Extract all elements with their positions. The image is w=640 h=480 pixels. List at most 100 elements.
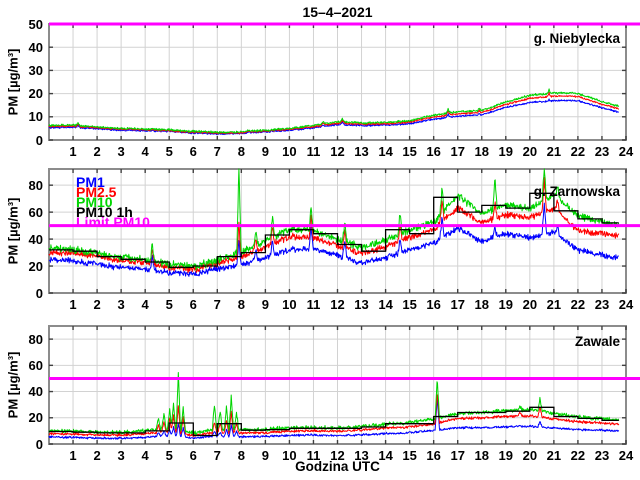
- x-tick-label: 7: [213, 448, 221, 463]
- x-tick-label: 14: [378, 297, 393, 312]
- x-tick-label: 16: [426, 144, 441, 159]
- x-tick-label: 16: [426, 448, 441, 463]
- site-label-zawale: Zawale: [574, 334, 620, 349]
- site-label-zarnowska: g. Zarnowska: [533, 184, 620, 199]
- x-tick-label: 24: [618, 144, 634, 159]
- x-tick-label: 11: [306, 448, 321, 463]
- x-tick-label: 4: [141, 448, 149, 463]
- y-tick-label: 80: [28, 177, 43, 193]
- x-tick-label: 21: [546, 144, 562, 159]
- x-tick-label: 14: [378, 144, 393, 159]
- x-tick-label: 17: [450, 448, 465, 463]
- legend-item-pm2-5: PM2.5: [76, 184, 117, 200]
- y-tick-label: 20: [28, 258, 43, 274]
- x-tick-label: 9: [261, 144, 269, 159]
- x-tick-label: 18: [474, 448, 489, 463]
- y-tick-label: 10: [28, 109, 43, 125]
- y-tick-label: 50: [28, 16, 43, 32]
- y-tick-label: 0: [35, 132, 43, 148]
- x-tick-label: 4: [141, 297, 149, 312]
- y-tick-label: 20: [28, 86, 43, 102]
- x-tick-label: 10: [282, 448, 297, 463]
- x-tick-label: 19: [498, 144, 514, 159]
- legend-item-pm1: PM1: [76, 174, 105, 190]
- x-tick-label: 15: [402, 297, 417, 312]
- chart-title: 15–4–2021: [302, 4, 373, 20]
- x-tick-label: 3: [117, 297, 125, 312]
- x-tick-label: 17: [450, 144, 465, 159]
- y-tick-label: 30: [28, 62, 43, 78]
- x-tick-label: 16: [426, 297, 441, 312]
- x-tick-label: 10: [282, 144, 297, 159]
- x-tick-label: 19: [498, 448, 514, 463]
- legend-item-pm10: PM10: [76, 194, 113, 210]
- x-tick-label: 22: [570, 297, 586, 312]
- x-tick-label: 21: [546, 448, 562, 463]
- y-tick-label: 40: [28, 384, 43, 400]
- x-tick-label: 3: [117, 448, 125, 463]
- x-tick-label: 17: [450, 297, 465, 312]
- legend-item-pm10-1h: PM10 1h: [76, 204, 133, 220]
- x-tick-label: 24: [618, 448, 634, 463]
- x-tick-label: 18: [474, 297, 489, 312]
- y-tick-label: 0: [35, 285, 43, 301]
- y-tick-label: 80: [28, 331, 43, 347]
- y-axis-label-panel1: PM [µg/m³]: [5, 48, 21, 116]
- x-tick-label: 1: [69, 448, 77, 463]
- x-tick-label: 15: [402, 144, 417, 159]
- x-axis-label: Godzina UTC: [295, 459, 380, 474]
- x-tick-label: 5: [165, 448, 173, 463]
- x-tick-label: 6: [189, 297, 197, 312]
- y-tick-label: 40: [28, 231, 43, 247]
- legend-item-limit: Limit PM10: [76, 214, 150, 230]
- x-tick-label: 23: [594, 297, 610, 312]
- x-tick-label: 12: [330, 448, 345, 463]
- x-tick-label: 6: [189, 448, 197, 463]
- x-tick-label: 6: [189, 144, 197, 159]
- x-tick-label: 8: [237, 448, 245, 463]
- x-tick-label: 2: [93, 144, 101, 159]
- x-tick-label: 23: [594, 448, 610, 463]
- x-tick-label: 11: [306, 297, 321, 312]
- x-tick-label: 13: [354, 144, 369, 159]
- x-tick-label: 1: [69, 144, 77, 159]
- x-tick-label: 21: [546, 297, 562, 312]
- y-tick-label: 20: [28, 410, 43, 426]
- x-tick-label: 13: [354, 297, 369, 312]
- x-tick-label: 20: [522, 144, 538, 159]
- x-tick-label: 14: [378, 448, 393, 463]
- x-tick-label: 20: [522, 448, 538, 463]
- x-tick-label: 24: [618, 297, 634, 312]
- y-tick-label: 0: [35, 436, 43, 452]
- x-tick-label: 7: [213, 297, 221, 312]
- x-tick-label: 9: [261, 297, 269, 312]
- x-tick-label: 1: [69, 297, 77, 312]
- x-tick-label: 22: [570, 448, 586, 463]
- x-tick-label: 15: [402, 448, 417, 463]
- x-tick-label: 18: [474, 144, 489, 159]
- y-tick-label: 40: [28, 39, 43, 55]
- x-tick-label: 12: [330, 144, 345, 159]
- site-label-niebylecka: g. Niebylecka: [533, 31, 620, 46]
- x-tick-label: 3: [117, 144, 125, 159]
- x-tick-label: 2: [93, 448, 101, 463]
- x-tick-label: 9: [261, 448, 269, 463]
- x-tick-label: 5: [165, 297, 173, 312]
- x-tick-label: 12: [330, 297, 345, 312]
- x-tick-label: 20: [522, 297, 538, 312]
- x-tick-label: 5: [165, 144, 173, 159]
- x-tick-label: 8: [237, 144, 245, 159]
- x-tick-label: 4: [141, 144, 149, 159]
- y-tick-label: 60: [28, 357, 43, 373]
- x-tick-label: 19: [498, 297, 514, 312]
- x-tick-label: 11: [306, 144, 321, 159]
- x-tick-label: 22: [570, 144, 586, 159]
- x-tick-label: 7: [213, 144, 221, 159]
- x-tick-label: 10: [282, 297, 297, 312]
- x-tick-label: 23: [594, 144, 610, 159]
- x-tick-label: 8: [237, 297, 245, 312]
- y-tick-label: 60: [28, 204, 43, 220]
- x-tick-label: 2: [93, 297, 101, 312]
